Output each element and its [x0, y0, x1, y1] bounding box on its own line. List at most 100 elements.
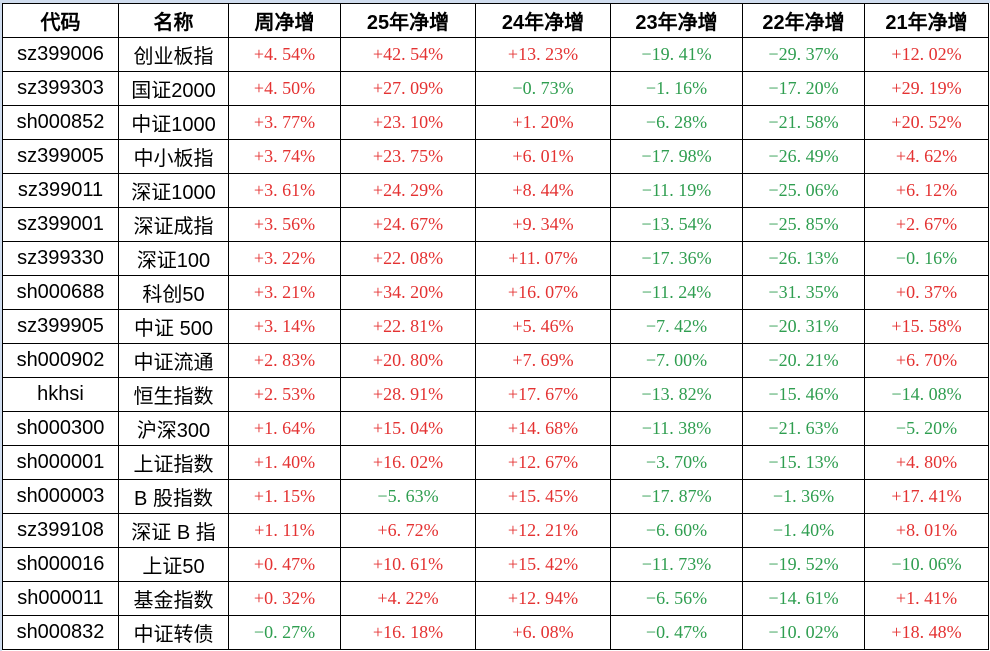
cell-y23[interactable]: −1. 16% [610, 71, 743, 106]
cell-y22[interactable]: −1. 40% [742, 513, 865, 548]
cell-week[interactable]: +3. 77% [228, 105, 341, 140]
cell-y25[interactable]: +4. 22% [340, 581, 476, 616]
cell-y25[interactable]: +16. 02% [340, 445, 476, 480]
cell-y24[interactable]: +11. 07% [475, 241, 611, 276]
cell-y23[interactable]: −17. 87% [610, 479, 743, 514]
cell-name[interactable]: 中证 500 [118, 309, 229, 344]
cell-name[interactable]: 深证成指 [118, 207, 229, 242]
cell-y25[interactable]: +22. 81% [340, 309, 476, 344]
cell-y25[interactable]: +15. 04% [340, 411, 476, 446]
cell-y23[interactable]: −11. 19% [610, 173, 743, 208]
cell-y24[interactable]: +16. 07% [475, 275, 611, 310]
cell-y23[interactable]: −11. 24% [610, 275, 743, 310]
cell-y21[interactable]: −14. 08% [864, 377, 989, 412]
cell-code[interactable]: sz399905 [2, 309, 119, 344]
cell-y21[interactable]: +17. 41% [864, 479, 989, 514]
cell-y23[interactable]: −19. 41% [610, 37, 743, 72]
cell-y25[interactable]: +23. 75% [340, 139, 476, 174]
cell-week[interactable]: +3. 21% [228, 275, 341, 310]
cell-y23[interactable]: −3. 70% [610, 445, 743, 480]
cell-week[interactable]: +2. 83% [228, 343, 341, 378]
cell-week[interactable]: +3. 14% [228, 309, 341, 344]
cell-y22[interactable]: −31. 35% [742, 275, 865, 310]
cell-y22[interactable]: −26. 13% [742, 241, 865, 276]
cell-code[interactable]: hkhsi [2, 377, 119, 412]
cell-y22[interactable]: −15. 46% [742, 377, 865, 412]
cell-y23[interactable]: −17. 98% [610, 139, 743, 174]
cell-y21[interactable]: +6. 70% [864, 343, 989, 378]
cell-y23[interactable]: −6. 28% [610, 105, 743, 140]
cell-y21[interactable]: +1. 41% [864, 581, 989, 616]
cell-y21[interactable]: +2. 67% [864, 207, 989, 242]
cell-name[interactable]: 中证1000 [118, 105, 229, 140]
cell-code[interactable]: sh000003 [2, 479, 119, 514]
cell-week[interactable]: +4. 54% [228, 37, 341, 72]
cell-y24[interactable]: +12. 21% [475, 513, 611, 548]
cell-code[interactable]: sz399330 [2, 241, 119, 276]
cell-name[interactable]: 深证 B 指 [118, 513, 229, 548]
cell-week[interactable]: +3. 74% [228, 139, 341, 174]
cell-y21[interactable]: −5. 20% [864, 411, 989, 446]
cell-y24[interactable]: +7. 69% [475, 343, 611, 378]
cell-name[interactable]: 创业板指 [118, 37, 229, 72]
cell-y22[interactable]: −14. 61% [742, 581, 865, 616]
cell-week[interactable]: +1. 11% [228, 513, 341, 548]
cell-y23[interactable]: −13. 82% [610, 377, 743, 412]
cell-y21[interactable]: +15. 58% [864, 309, 989, 344]
cell-y22[interactable]: −29. 37% [742, 37, 865, 72]
cell-y22[interactable]: −26. 49% [742, 139, 865, 174]
cell-y24[interactable]: +12. 67% [475, 445, 611, 480]
cell-name[interactable]: 上证指数 [118, 445, 229, 480]
cell-week[interactable]: +4. 50% [228, 71, 341, 106]
cell-code[interactable]: sh000902 [2, 343, 119, 378]
cell-y23[interactable]: −13. 54% [610, 207, 743, 242]
cell-y24[interactable]: +14. 68% [475, 411, 611, 446]
cell-y21[interactable]: +18. 48% [864, 615, 989, 650]
cell-y24[interactable]: +13. 23% [475, 37, 611, 72]
cell-y25[interactable]: +23. 10% [340, 105, 476, 140]
cell-y24[interactable]: +12. 94% [475, 581, 611, 616]
cell-y23[interactable]: −17. 36% [610, 241, 743, 276]
cell-y24[interactable]: +1. 20% [475, 105, 611, 140]
cell-code[interactable]: sz399011 [2, 173, 119, 208]
cell-name[interactable]: 中证转债 [118, 615, 229, 650]
cell-y22[interactable]: −21. 58% [742, 105, 865, 140]
cell-week[interactable]: +2. 53% [228, 377, 341, 412]
cell-week[interactable]: +3. 22% [228, 241, 341, 276]
cell-y25[interactable]: +34. 20% [340, 275, 476, 310]
header-2022-net[interactable]: 22年净增 [742, 3, 865, 38]
cell-y24[interactable]: +5. 46% [475, 309, 611, 344]
cell-name[interactable]: B 股指数 [118, 479, 229, 514]
cell-y23[interactable]: −0. 47% [610, 615, 743, 650]
cell-y23[interactable]: −6. 56% [610, 581, 743, 616]
cell-y22[interactable]: −25. 85% [742, 207, 865, 242]
cell-y24[interactable]: +9. 34% [475, 207, 611, 242]
cell-y22[interactable]: −19. 52% [742, 547, 865, 582]
cell-y24[interactable]: +6. 01% [475, 139, 611, 174]
cell-y25[interactable]: +10. 61% [340, 547, 476, 582]
cell-y22[interactable]: −20. 21% [742, 343, 865, 378]
cell-y21[interactable]: +29. 19% [864, 71, 989, 106]
header-code[interactable]: 代码 [2, 3, 119, 38]
cell-y22[interactable]: −21. 63% [742, 411, 865, 446]
header-week-net[interactable]: 周净增 [228, 3, 341, 38]
cell-name[interactable]: 沪深300 [118, 411, 229, 446]
cell-y23[interactable]: −6. 60% [610, 513, 743, 548]
cell-y21[interactable]: −0. 16% [864, 241, 989, 276]
cell-week[interactable]: +3. 61% [228, 173, 341, 208]
cell-y21[interactable]: +6. 12% [864, 173, 989, 208]
cell-code[interactable]: sh000001 [2, 445, 119, 480]
cell-name[interactable]: 深证100 [118, 241, 229, 276]
cell-y22[interactable]: −15. 13% [742, 445, 865, 480]
cell-week[interactable]: +0. 32% [228, 581, 341, 616]
cell-y25[interactable]: −5. 63% [340, 479, 476, 514]
header-2024-net[interactable]: 24年净增 [475, 3, 611, 38]
cell-y25[interactable]: +16. 18% [340, 615, 476, 650]
cell-y21[interactable]: +12. 02% [864, 37, 989, 72]
cell-y22[interactable]: −20. 31% [742, 309, 865, 344]
cell-y21[interactable]: +0. 37% [864, 275, 989, 310]
cell-week[interactable]: +1. 64% [228, 411, 341, 446]
cell-y22[interactable]: −17. 20% [742, 71, 865, 106]
cell-code[interactable]: sz399001 [2, 207, 119, 242]
cell-code[interactable]: sh000688 [2, 275, 119, 310]
